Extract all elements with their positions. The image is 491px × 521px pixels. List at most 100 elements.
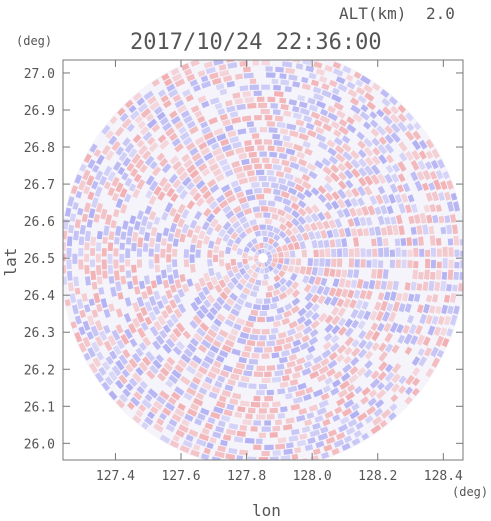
sweep-cell xyxy=(429,271,436,280)
sweep-cell xyxy=(111,365,122,377)
sweep-cell xyxy=(221,164,231,172)
sweep-cell xyxy=(236,455,243,460)
sweep-cell xyxy=(351,347,361,358)
sweep-cell xyxy=(338,180,347,190)
sweep-cell xyxy=(160,248,166,258)
sweep-cell xyxy=(238,231,247,240)
sweep-cell xyxy=(212,168,222,177)
sweep-cell xyxy=(370,322,379,332)
sweep-cell xyxy=(222,274,231,284)
sweep-cell xyxy=(308,404,319,412)
sweep-cell xyxy=(225,246,232,255)
sweep-cell xyxy=(271,352,280,359)
sweep-cell xyxy=(413,214,421,224)
sweep-cell xyxy=(246,121,254,128)
sweep-cell xyxy=(205,195,215,205)
sweep-cell xyxy=(141,291,148,300)
sweep-cell xyxy=(264,242,269,249)
sweep-cell xyxy=(292,106,300,113)
sweep-cell xyxy=(303,284,312,293)
sweep-cell xyxy=(301,173,311,182)
sweep-cell xyxy=(128,323,137,334)
sweep-cell xyxy=(172,179,182,189)
sweep-cell xyxy=(109,115,118,125)
sweep-cell xyxy=(258,384,268,390)
sweep-cell xyxy=(197,70,206,77)
sweep-cell xyxy=(82,320,91,331)
sweep-cell xyxy=(119,112,129,122)
sweep-cell xyxy=(149,180,159,192)
sweep-cell xyxy=(201,427,210,435)
sweep-cell xyxy=(322,385,331,393)
sweep-cell xyxy=(173,308,183,319)
sweep-cell xyxy=(213,254,219,263)
sweep-cell xyxy=(90,259,96,268)
sweep-cell xyxy=(239,267,247,276)
sweep-cell xyxy=(345,426,356,436)
sweep-cell xyxy=(235,362,246,370)
sweep-cell xyxy=(274,370,284,377)
sweep-cell xyxy=(450,314,458,326)
sweep-cell xyxy=(211,142,220,151)
sweep-cell xyxy=(371,137,380,147)
sweep-cell xyxy=(156,111,166,121)
sweep-cell xyxy=(175,429,185,438)
sweep-cell xyxy=(411,356,421,366)
sweep-cell xyxy=(408,324,417,335)
sweep-cell xyxy=(171,413,182,423)
sweep-cell xyxy=(371,330,381,342)
sweep-cell xyxy=(341,407,353,417)
sweep-cell xyxy=(267,285,274,292)
sweep-cell xyxy=(391,173,400,183)
sweep-cell xyxy=(355,207,363,217)
sweep-cell xyxy=(436,349,444,358)
sweep-cell xyxy=(224,318,234,328)
sweep-cell xyxy=(107,335,117,347)
sweep-cell xyxy=(299,433,308,440)
sweep-cell xyxy=(203,299,212,309)
sweep-cell xyxy=(358,167,368,177)
sweep-cell xyxy=(210,365,221,375)
sweep-cell xyxy=(230,180,239,188)
sweep-cell xyxy=(107,187,115,197)
sweep-cell xyxy=(453,271,459,280)
sweep-cell xyxy=(265,66,273,72)
sweep-cell xyxy=(410,159,420,171)
sweep-cell xyxy=(425,367,434,378)
sweep-cell xyxy=(348,258,354,268)
sweep-cell xyxy=(341,135,351,144)
sweep-cell xyxy=(350,150,360,160)
sweep-cell xyxy=(438,192,445,201)
sweep-cell xyxy=(364,92,375,102)
sweep-cell xyxy=(251,133,260,139)
sweep-cell xyxy=(243,272,251,281)
sweep-cell xyxy=(152,340,162,351)
sweep-cell xyxy=(324,174,333,184)
sweep-cell xyxy=(367,205,376,216)
sweep-cell xyxy=(222,221,232,231)
sweep-cell xyxy=(88,208,96,219)
sweep-cell xyxy=(302,140,311,149)
sweep-cell xyxy=(139,226,146,235)
sweep-cell xyxy=(307,97,316,105)
sweep-cell xyxy=(171,391,181,401)
sweep-cell xyxy=(144,155,155,166)
sweep-cell xyxy=(94,372,104,383)
sweep-cell xyxy=(427,325,436,336)
sweep-cell xyxy=(286,442,294,449)
sweep-cell xyxy=(256,438,263,444)
sweep-cell xyxy=(174,279,182,289)
sweep-cell xyxy=(271,376,282,383)
sweep-cell xyxy=(246,194,256,202)
sweep-cell xyxy=(419,139,428,150)
sweep-cell xyxy=(227,130,237,138)
sweep-cell xyxy=(332,228,340,238)
sweep-cell xyxy=(263,298,271,304)
sweep-cell xyxy=(183,249,190,258)
sweep-cell xyxy=(333,129,342,138)
sweep-cell xyxy=(115,198,124,209)
sweep-cell xyxy=(181,223,190,234)
sweep-cell xyxy=(166,254,172,263)
sweep-cell xyxy=(255,251,261,257)
sweep-cell xyxy=(413,247,419,257)
